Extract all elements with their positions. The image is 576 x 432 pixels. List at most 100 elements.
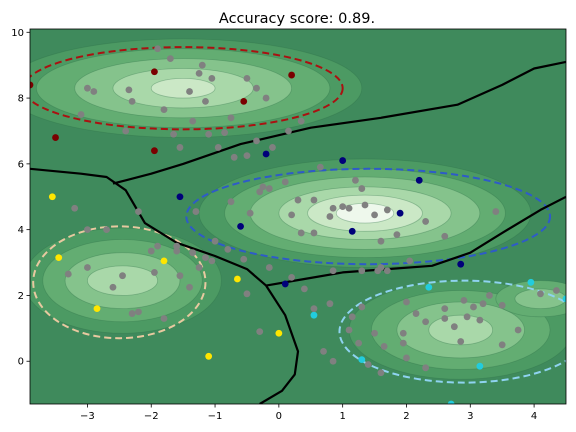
point-gray-unlabeled bbox=[498, 341, 506, 349]
point-gray-unlabeled bbox=[345, 326, 353, 334]
y-tick-label: 10 bbox=[11, 28, 24, 39]
point-gray-unlabeled bbox=[310, 229, 318, 237]
point-gray-unlabeled bbox=[135, 308, 142, 316]
point-gray-unlabeled bbox=[358, 303, 366, 311]
point-dark-red bbox=[30, 81, 34, 89]
point-dark-red bbox=[288, 71, 296, 79]
point-gray-unlabeled bbox=[393, 231, 401, 238]
contour-band bbox=[150, 77, 216, 99]
point-gray-unlabeled bbox=[476, 316, 484, 324]
point-gray-unlabeled bbox=[224, 245, 232, 253]
point-gray-unlabeled bbox=[463, 313, 471, 321]
point-gray-unlabeled bbox=[406, 257, 414, 265]
point-gray-unlabeled bbox=[269, 144, 276, 151]
point-gray-unlabeled bbox=[326, 213, 334, 220]
point-gray-unlabeled bbox=[195, 70, 203, 77]
point-gray-unlabeled bbox=[208, 257, 216, 265]
point-gray-unlabeled bbox=[109, 283, 117, 291]
point-dark-red bbox=[240, 97, 248, 105]
point-gray-unlabeled bbox=[297, 117, 305, 125]
x-tick-label: 0 bbox=[276, 411, 282, 422]
point-gray-unlabeled bbox=[227, 114, 235, 122]
point-gray-unlabeled bbox=[243, 74, 251, 82]
point-gray-unlabeled bbox=[460, 296, 468, 304]
point-cyan bbox=[425, 283, 433, 291]
point-gray-unlabeled bbox=[154, 45, 162, 53]
point-gray-unlabeled bbox=[160, 106, 168, 113]
point-gray-unlabeled bbox=[412, 310, 420, 317]
point-gray-unlabeled bbox=[176, 144, 184, 151]
point-gray-unlabeled bbox=[345, 204, 353, 212]
chart-title: Accuracy score: 0.89. bbox=[219, 11, 375, 27]
point-gray-unlabeled bbox=[256, 328, 264, 336]
point-gray-unlabeled bbox=[208, 74, 216, 82]
point-gray-unlabeled bbox=[262, 94, 270, 102]
x-tick-label: 2 bbox=[403, 411, 409, 422]
class-boundary-center bbox=[185, 167, 552, 266]
y-axis: 0 2 4 6 8 10 bbox=[11, 28, 30, 368]
point-cyan bbox=[310, 311, 318, 319]
point-gray-unlabeled bbox=[198, 61, 206, 69]
point-cyan bbox=[476, 362, 484, 370]
point-gray-unlabeled bbox=[441, 315, 449, 322]
point-navy bbox=[339, 157, 347, 164]
decision-boundary-line bbox=[265, 195, 566, 287]
x-tick-label: 3 bbox=[467, 411, 473, 422]
decision-boundary-line bbox=[30, 167, 300, 404]
point-gray-unlabeled bbox=[281, 178, 289, 186]
point-gray-unlabeled bbox=[103, 226, 110, 234]
point-gray-unlabeled bbox=[285, 127, 292, 135]
point-gray-unlabeled bbox=[205, 130, 213, 138]
point-gray-unlabeled bbox=[294, 196, 302, 204]
point-gray-unlabeled bbox=[195, 264, 203, 271]
point-gray-unlabeled bbox=[160, 315, 168, 322]
y-tick-label: 6 bbox=[18, 159, 24, 170]
class-boundary-bottom-right bbox=[338, 279, 566, 384]
point-gray-unlabeled bbox=[310, 305, 318, 313]
point-gray-unlabeled bbox=[371, 329, 378, 337]
point-gray-unlabeled bbox=[399, 329, 407, 337]
point-navy bbox=[176, 193, 184, 201]
point-gray-unlabeled bbox=[537, 290, 544, 298]
point-gray-unlabeled bbox=[486, 292, 493, 299]
point-gray-unlabeled bbox=[422, 318, 430, 326]
point-gray-unlabeled bbox=[358, 185, 366, 192]
x-tick-label: −2 bbox=[144, 411, 159, 422]
point-gray-unlabeled bbox=[128, 97, 136, 105]
point-gray-unlabeled bbox=[265, 264, 273, 271]
x-tick-label: −3 bbox=[80, 411, 95, 422]
point-gray-unlabeled bbox=[253, 84, 260, 92]
point-gray-unlabeled bbox=[358, 267, 366, 275]
point-gray-unlabeled bbox=[470, 303, 477, 311]
point-gray-unlabeled bbox=[173, 247, 181, 255]
point-gray-unlabeled bbox=[71, 204, 79, 212]
point-yellow bbox=[160, 257, 168, 265]
point-gray-unlabeled bbox=[383, 206, 391, 214]
point-gray-unlabeled bbox=[176, 272, 184, 280]
point-gray-unlabeled bbox=[84, 264, 91, 271]
point-navy bbox=[281, 280, 289, 288]
point-gray-unlabeled bbox=[553, 287, 560, 294]
point-gray-unlabeled bbox=[422, 364, 430, 372]
decision-boundaries bbox=[30, 60, 566, 404]
scatter-points bbox=[30, 29, 566, 404]
point-gray-unlabeled bbox=[348, 313, 356, 321]
point-cyan bbox=[527, 278, 535, 286]
point-cyan bbox=[358, 356, 366, 363]
point-gray-unlabeled bbox=[492, 208, 500, 215]
point-gray-unlabeled bbox=[246, 209, 254, 217]
point-gray-unlabeled bbox=[514, 326, 522, 334]
point-gray-unlabeled bbox=[202, 254, 209, 262]
point-gray-unlabeled bbox=[259, 183, 267, 191]
point-gray-unlabeled bbox=[300, 285, 308, 293]
point-gray-unlabeled bbox=[253, 137, 260, 145]
contour-band bbox=[87, 265, 159, 296]
point-gray-unlabeled bbox=[316, 163, 324, 171]
point-gray-unlabeled bbox=[170, 130, 177, 138]
point-gray-unlabeled bbox=[64, 270, 72, 278]
point-gray-unlabeled bbox=[329, 204, 337, 212]
point-gray-unlabeled bbox=[125, 86, 133, 94]
class-boundary-bottom-left bbox=[32, 225, 207, 340]
point-gray-unlabeled bbox=[320, 347, 327, 355]
